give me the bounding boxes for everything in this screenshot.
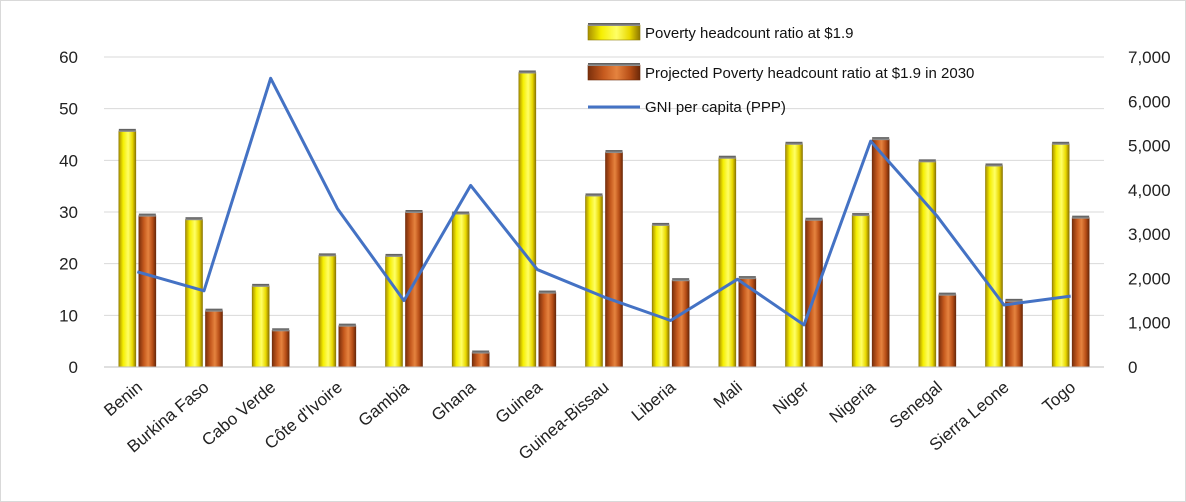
bar-cap [118,128,136,132]
y-right-tick-label: 7,000 [1128,48,1171,67]
bar-projected [605,151,623,368]
bar-projected [338,325,357,368]
bar-projected [671,279,690,368]
bar-projected [471,352,490,368]
y-right-tick-label: 2,000 [1128,269,1171,288]
y-left-tick-label: 10 [59,306,78,325]
y-left-tick-label: 50 [59,100,78,119]
bar-cap [672,278,690,282]
bar-cap [318,253,336,257]
bars [118,70,1090,368]
bar-cap [338,323,356,327]
bar-poverty [385,255,403,368]
bar-projected [1005,300,1023,368]
bar-projected [405,211,423,368]
bar-poverty [451,213,470,368]
bar-cap [738,276,756,280]
bar-poverty [585,195,603,368]
y-right-tick-label: 5,000 [1128,137,1171,156]
bar-poverty [251,285,270,368]
bar-poverty [518,72,537,368]
bar-cap [1005,298,1023,302]
bar-poverty [918,161,937,368]
bar-poverty [118,130,137,368]
y-right-tick-label: 6,000 [1128,92,1171,111]
legend-label: Poverty headcount ratio at $1.9 [645,25,853,42]
y-left-tick-label: 30 [59,203,78,222]
y-right-tick-label: 3,000 [1128,225,1171,244]
bar-poverty [651,224,670,368]
bar-cap [918,159,936,163]
bar-poverty [185,218,203,368]
series-line-gni [136,76,1071,327]
gni-line [136,76,1071,327]
bar-projected [205,310,223,368]
y-left-tick-label: 60 [59,48,78,67]
bar-cap [805,217,823,221]
bar-cap [538,290,556,294]
y-left-tick-label: 20 [59,255,78,274]
bar-cap [252,283,270,287]
bar-cap [452,211,470,215]
bar-cap [185,217,203,221]
bar-poverty [785,143,803,368]
bar-projected [138,215,157,368]
y-left-tick-label: 0 [69,358,78,377]
bar-projected [538,292,557,368]
legend-swatch [587,64,641,81]
bar-cap [405,210,423,213]
legend-swatch-cap [588,23,640,26]
bar-projected [938,294,957,368]
bar-poverty [851,214,870,368]
bar-projected [871,138,890,368]
y-right-tick-label: 4,000 [1128,181,1171,200]
bar-cap [205,308,223,312]
bar-cap [1052,141,1070,145]
bar-cap [652,222,670,226]
bar-cap [472,350,490,354]
bar-poverty [985,165,1003,368]
y-right-tick-label: 0 [1128,358,1137,377]
bar-cap [872,137,890,141]
legend-swatch-cap [588,63,640,66]
bar-cap [518,70,536,74]
bar-cap [385,253,403,257]
bar-cap [605,150,623,154]
legend-label: GNI per capita (PPP) [645,99,786,116]
y-right-tick-label: 1,000 [1128,314,1171,333]
bar-poverty [718,157,737,368]
bar-cap [1072,215,1090,219]
legend-label: Projected Poverty headcount ratio at $1.… [645,65,974,82]
bar-cap [272,328,290,332]
bar-cap [718,155,736,159]
bar-cap [785,141,803,145]
bar-projected [1071,217,1090,368]
bar-cap [138,213,156,217]
bar-cap [938,292,956,296]
legend: Poverty headcount ratio at $1.9 Projected… [587,23,974,116]
bar-poverty [318,255,337,368]
bar-cap [985,163,1003,167]
bar-poverty [1051,143,1070,368]
bar-cap [585,193,603,197]
bar-cap [852,213,870,217]
y-left-tick-label: 40 [59,151,78,170]
legend-swatch [587,24,641,41]
bar-projected [271,330,290,368]
